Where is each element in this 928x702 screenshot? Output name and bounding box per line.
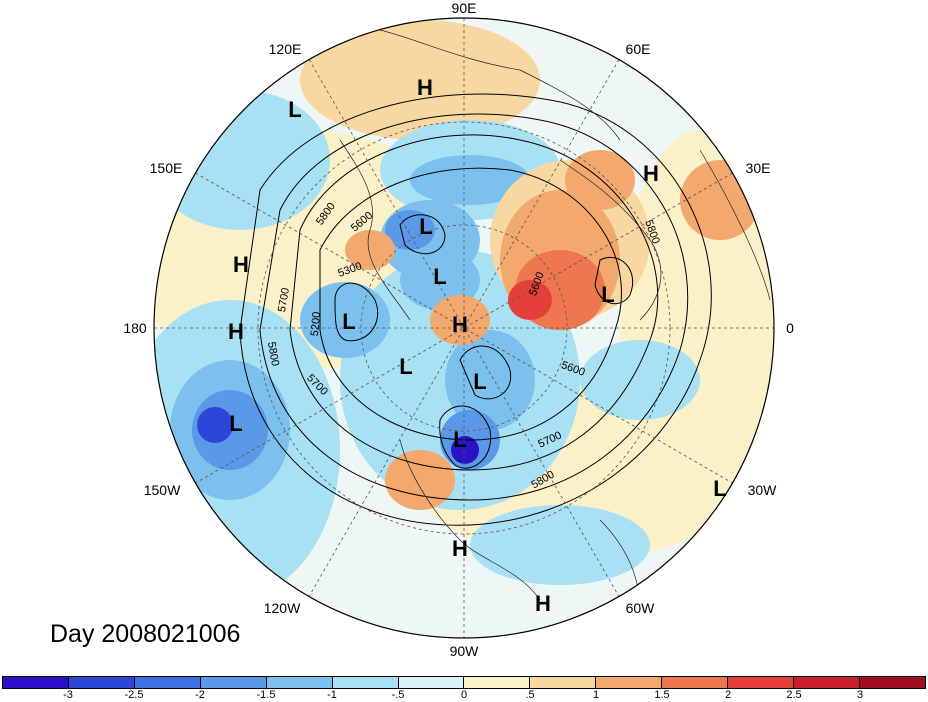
lon-label-30w: 30W — [747, 482, 777, 498]
low-center: L — [342, 309, 356, 334]
lon-label-30e: 30E — [745, 160, 771, 176]
lon-label-150w: 150W — [143, 482, 181, 498]
colorbar-tick-label: -3 — [63, 689, 73, 701]
colorbar-segment — [530, 677, 597, 688]
lon-label-60e: 60E — [625, 41, 651, 57]
colorbar-segment — [332, 677, 399, 688]
colorbar-tick-label: 1.5 — [654, 689, 670, 701]
height-contours — [239, 93, 712, 526]
low-center: L — [399, 354, 413, 379]
date-title: Day 2008021006 — [50, 620, 241, 648]
colorbar-tick-label: 2 — [724, 689, 732, 701]
colorbar-segment — [464, 677, 531, 688]
colorbar-tick-label: -.5 — [391, 689, 405, 701]
colorbar-segment — [398, 677, 465, 688]
low-center: L — [601, 282, 615, 307]
lon-label-0: 0 — [786, 320, 794, 336]
colorbar-tick-label: 1 — [592, 689, 600, 701]
low-center: L — [473, 369, 487, 394]
anomaly-shading — [154, 18, 774, 638]
lon-label-90w: 90W — [449, 643, 479, 659]
low-center: L — [288, 97, 302, 122]
colorbar-tick-label: 0 — [460, 689, 468, 701]
low-center: L — [713, 476, 727, 501]
low-center: L — [229, 411, 243, 436]
colorbar-tick-label: 2.5 — [786, 689, 802, 701]
lon-label-120e: 120E — [268, 41, 302, 57]
low-center: L — [433, 264, 447, 289]
high-center: H — [535, 591, 551, 616]
colorbar-segment — [662, 677, 729, 688]
high-center: H — [452, 536, 468, 561]
high-center: H — [452, 312, 468, 337]
high-center: H — [228, 319, 244, 344]
colorbar-segment — [3, 677, 69, 688]
colorbar — [2, 676, 926, 689]
colorbar-tick-label: -2.5 — [124, 689, 144, 701]
colorbar-tick-label: -1 — [327, 689, 337, 701]
lon-label-90e: 90E — [451, 0, 477, 16]
colorbar-tick-label: .5 — [525, 689, 535, 701]
contour-label: 5200 — [308, 311, 324, 337]
graticule — [154, 18, 774, 638]
low-center: L — [453, 427, 467, 452]
colorbar-segment — [794, 677, 860, 688]
lon-label-150e: 150E — [149, 160, 183, 176]
high-center: H — [417, 75, 433, 100]
colorbar-segment — [596, 677, 663, 688]
low-center: L — [419, 214, 433, 239]
colorbar-tick-label: -2 — [195, 689, 205, 701]
lon-label-60w: 60W — [625, 600, 655, 616]
colorbar-segment — [728, 677, 795, 688]
lon-label-120w: 120W — [263, 600, 301, 616]
high-center: H — [643, 161, 659, 186]
colorbar-segment — [266, 677, 333, 688]
colorbar-segment — [134, 677, 201, 688]
map-boundary — [153, 17, 775, 639]
colorbar-tick-label: 3 — [856, 689, 864, 701]
high-center: H — [233, 252, 249, 277]
colorbar-segment — [200, 677, 267, 688]
colorbar-segment — [68, 677, 135, 688]
colorbar-segment — [859, 677, 925, 688]
lon-label-180: 180 — [123, 320, 147, 336]
colorbar-tick-label: -1.5 — [256, 689, 276, 701]
